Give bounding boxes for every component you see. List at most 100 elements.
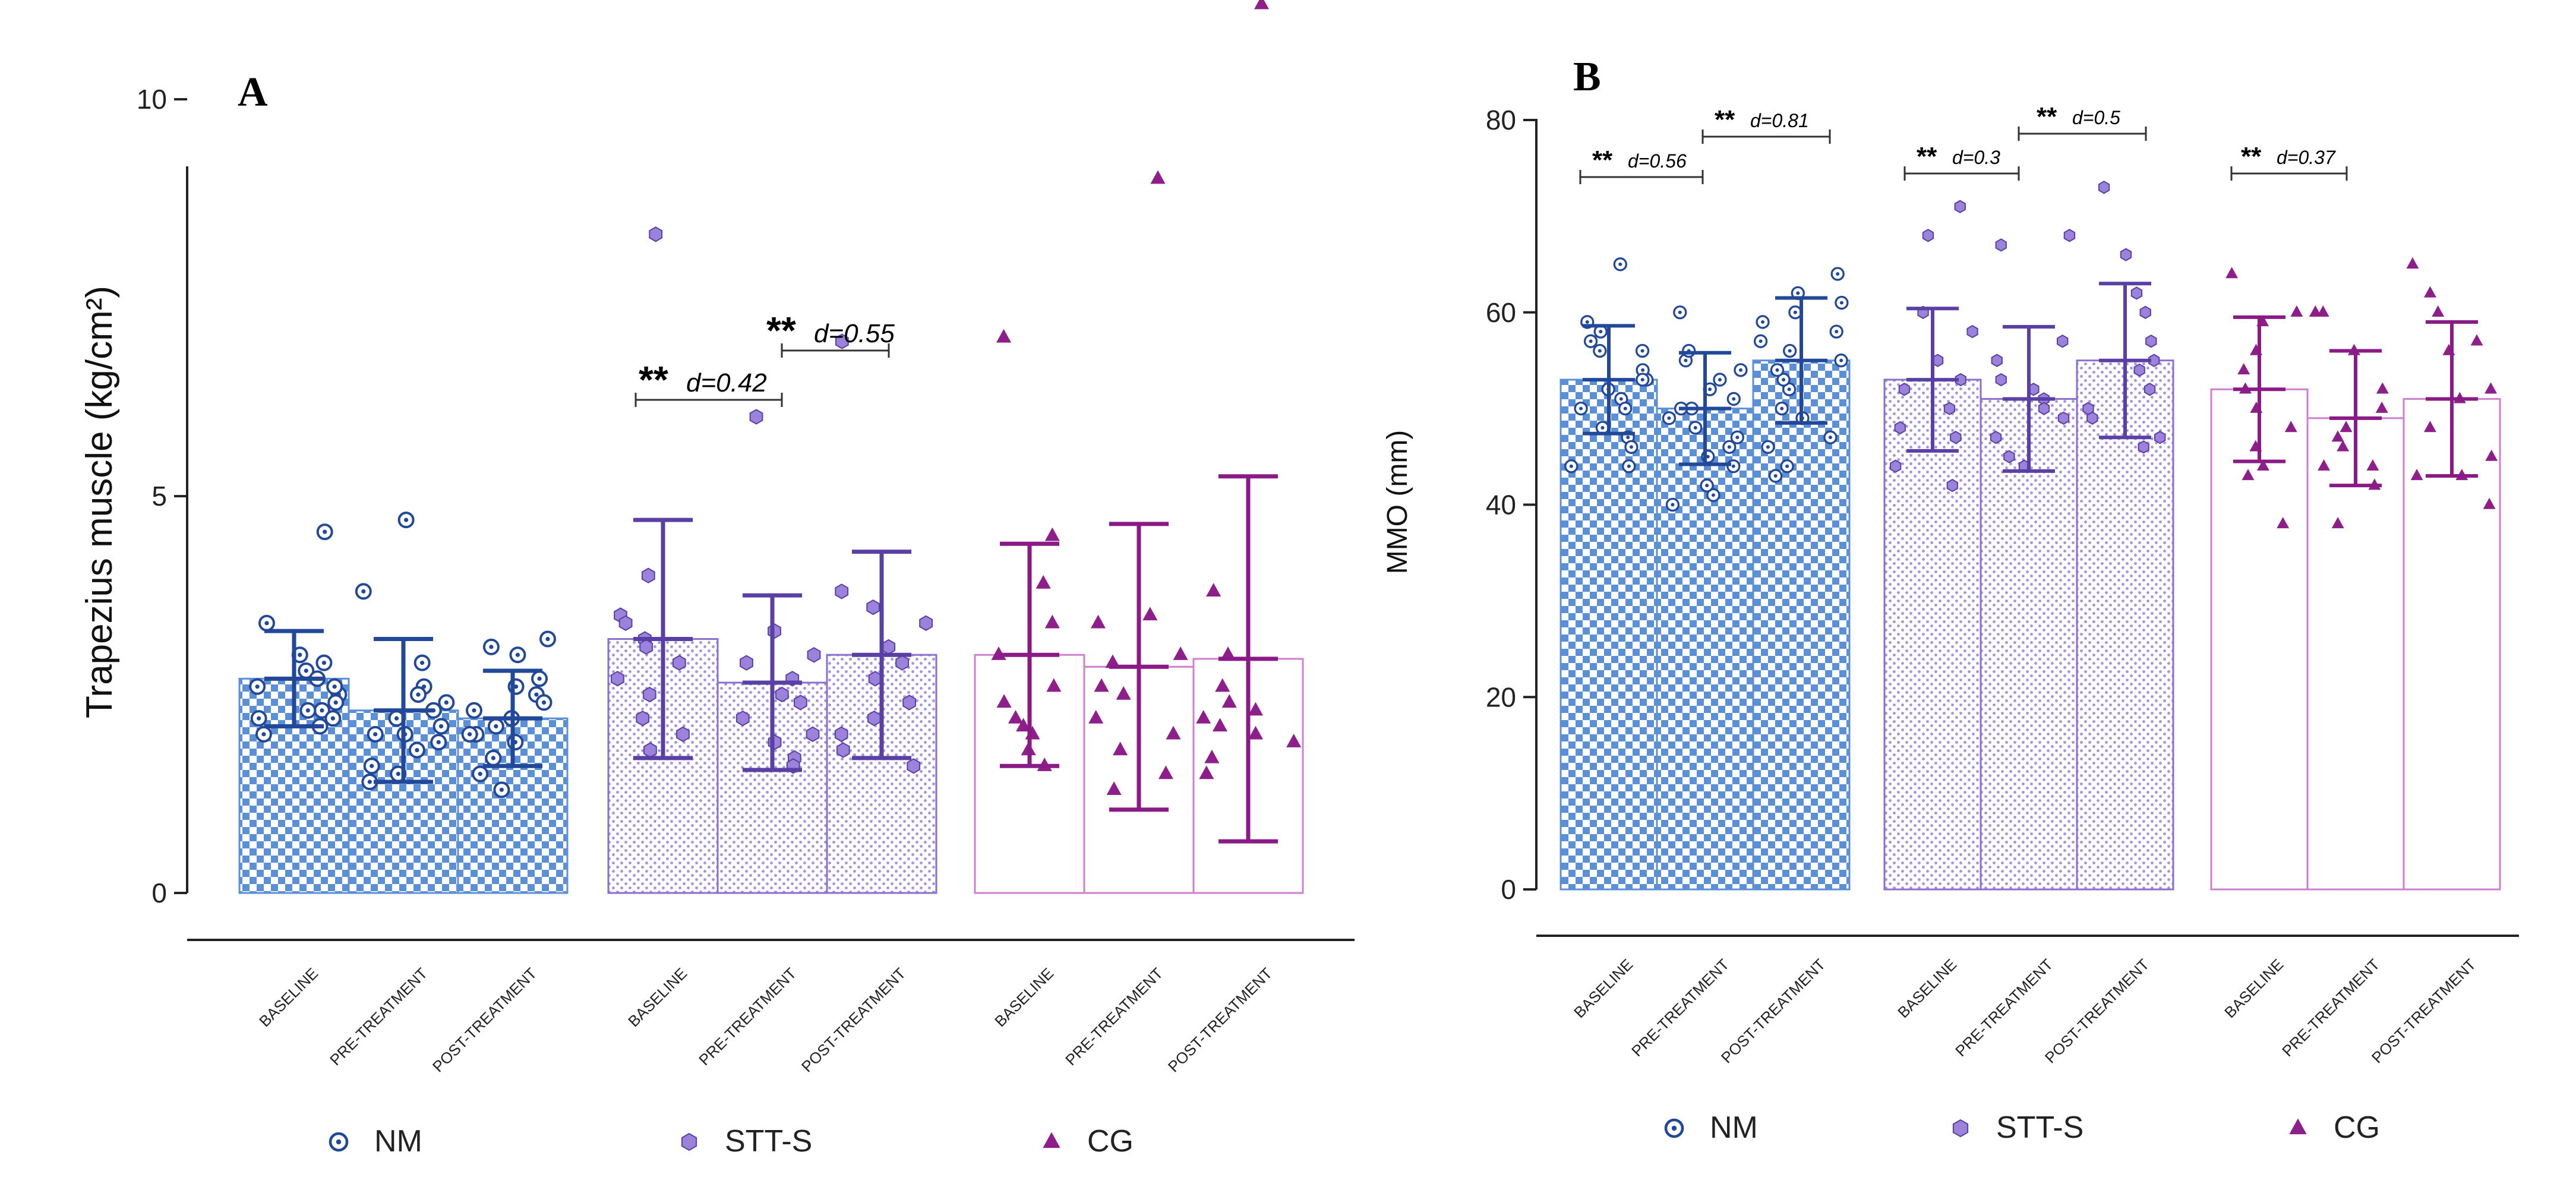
cg-point-marker bbox=[2337, 440, 2350, 452]
significance-stars: ** bbox=[1715, 105, 1735, 134]
nm-point-dot bbox=[1579, 406, 1583, 411]
legend-item-stt-s: STT-S bbox=[681, 1124, 812, 1159]
cg-point-marker bbox=[1212, 718, 1228, 732]
nm-point-dot bbox=[257, 716, 261, 721]
stt-s-point-marker bbox=[681, 1132, 697, 1151]
stt-s-point-marker bbox=[2098, 181, 2110, 194]
cg-point-marker bbox=[2470, 334, 2483, 346]
cg-point-marker bbox=[2410, 469, 2423, 481]
nm-point-dot bbox=[415, 747, 419, 753]
nm-point-marker bbox=[535, 694, 553, 711]
nm-point-dot bbox=[336, 1139, 342, 1145]
nm-point-marker bbox=[531, 670, 548, 687]
x-category-label: PRE-TREATMENT bbox=[326, 964, 431, 1069]
stt-s-point-marker bbox=[1991, 354, 2003, 367]
cg-point-marker bbox=[1286, 734, 1302, 747]
nm-point-dot bbox=[1711, 493, 1715, 497]
stt-s-point-marker bbox=[639, 639, 654, 655]
nm-point-marker bbox=[1830, 267, 1845, 281]
panel-b-label: B bbox=[1573, 54, 1601, 100]
nm-point-dot bbox=[1732, 397, 1736, 401]
nm-point-marker bbox=[1662, 411, 1677, 425]
nm-point-dot bbox=[420, 661, 425, 665]
cg-point-marker bbox=[2423, 421, 2436, 433]
nm-point-dot bbox=[394, 716, 399, 721]
significance-stars: ** bbox=[639, 358, 668, 401]
nm-point-dot bbox=[1599, 330, 1603, 334]
nm-point-dot bbox=[370, 763, 374, 768]
significance-bracket: ** d=0.55 bbox=[766, 309, 895, 358]
stt-s-point-marker bbox=[882, 639, 896, 655]
stt-s-point-marker bbox=[1943, 402, 1956, 415]
nm-point-dot bbox=[1796, 291, 1800, 295]
legend-label: CG bbox=[1087, 1124, 1134, 1159]
stt-s-point-marker bbox=[867, 710, 881, 727]
nm-point-marker bbox=[1706, 488, 1721, 502]
nm-point-marker bbox=[1583, 334, 1598, 348]
stt-s-point-marker bbox=[2038, 402, 2050, 415]
nm-point-dot bbox=[1706, 455, 1710, 459]
y-tick-label: 40 bbox=[1486, 490, 1516, 520]
effect-size-label: d=0.81 bbox=[1750, 110, 1809, 131]
cg-point-marker bbox=[1094, 678, 1109, 692]
nm-point-dot bbox=[545, 636, 550, 642]
nm-point-dot bbox=[1678, 310, 1682, 314]
x-category-label: BASELINE bbox=[2221, 955, 2287, 1021]
stt-s-point-marker bbox=[919, 615, 933, 631]
nm-point-marker bbox=[1835, 295, 1849, 310]
cg-point-marker bbox=[1173, 646, 1188, 660]
significance-bracket: ** d=0.42 bbox=[634, 358, 783, 407]
significance-stars: ** bbox=[1592, 146, 1613, 175]
stt-s-point-marker bbox=[1952, 1119, 1969, 1138]
nm-point-marker bbox=[461, 725, 478, 743]
cg-point-marker bbox=[1044, 527, 1060, 541]
stt-s-point-marker bbox=[2139, 305, 2151, 319]
nm-point-dot bbox=[1629, 445, 1633, 449]
stt-s-point-marker bbox=[611, 671, 624, 687]
stt-s-point-marker bbox=[794, 695, 807, 711]
cg-point-marker bbox=[2277, 517, 2290, 529]
stt-s-point-marker bbox=[807, 647, 821, 663]
nm-point-dot bbox=[1569, 464, 1573, 468]
nm-point-dot bbox=[416, 692, 421, 697]
nm-point-marker bbox=[1788, 305, 1802, 320]
nm-point-marker bbox=[1791, 286, 1805, 301]
x-category-label: POST-TREATMENT bbox=[1164, 964, 1276, 1075]
nm-point-marker bbox=[1664, 1118, 1684, 1138]
nm-point-dot bbox=[367, 779, 372, 784]
significance-stars: ** bbox=[1917, 142, 1937, 171]
nm-point-marker bbox=[1726, 392, 1741, 406]
cg-point-marker bbox=[2237, 363, 2250, 375]
nm-point-marker bbox=[327, 694, 345, 711]
nm-point-marker bbox=[485, 749, 502, 766]
cg-point-marker bbox=[1088, 709, 1104, 724]
cg-point-marker bbox=[2340, 421, 2353, 433]
bar bbox=[2076, 359, 2174, 891]
nm-point-dot bbox=[1598, 349, 1602, 353]
nm-point-dot bbox=[1718, 378, 1722, 382]
cg-point-marker bbox=[1221, 694, 1237, 708]
stt-s-point-marker bbox=[895, 655, 909, 671]
nm-point-dot bbox=[1766, 445, 1770, 449]
nm-point-dot bbox=[305, 708, 310, 713]
nm-point-dot bbox=[472, 708, 476, 713]
significance-stars: ** bbox=[766, 309, 796, 352]
cg-point-marker bbox=[1008, 709, 1024, 724]
nm-point-dot bbox=[534, 692, 539, 697]
nm-point-dot bbox=[1623, 406, 1627, 411]
nm-point-marker bbox=[539, 630, 556, 648]
nm-point-dot bbox=[1589, 339, 1593, 343]
x-category-label: BASELINE bbox=[1570, 955, 1636, 1021]
stt-s-point-marker bbox=[902, 695, 916, 711]
nm-point-dot bbox=[373, 732, 378, 737]
nm-point-marker bbox=[1783, 343, 1797, 358]
nm-point-dot bbox=[1761, 320, 1765, 324]
cg-point-marker bbox=[1199, 765, 1214, 779]
nm-point-marker bbox=[1776, 373, 1791, 387]
cg-point-marker bbox=[1158, 765, 1173, 779]
nm-point-marker bbox=[472, 765, 489, 782]
y-tick-label: 0 bbox=[151, 878, 167, 908]
stt-s-point-marker bbox=[649, 226, 663, 242]
cg-point-marker bbox=[1046, 678, 1062, 692]
